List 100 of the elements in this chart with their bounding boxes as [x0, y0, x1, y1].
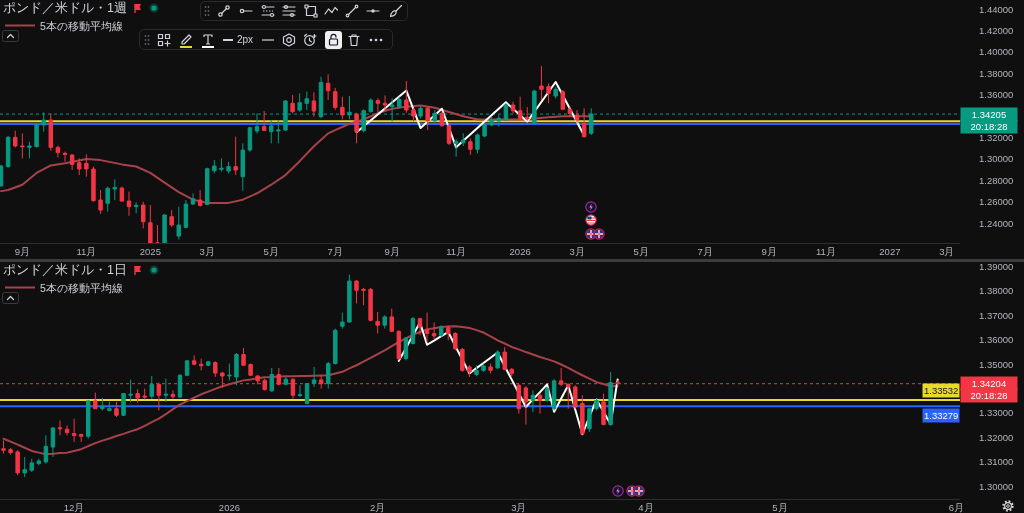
text: 20:18:28 [970, 390, 1008, 401]
candlestick [503, 102, 509, 122]
x-tick-label: 9月 [384, 246, 400, 258]
candlestick [560, 89, 566, 111]
candlestick [105, 186, 110, 213]
y-tick-label: 1.28000 [979, 174, 1014, 186]
candlestick [1, 439, 6, 455]
candlestick [525, 106, 530, 122]
candlestick [468, 137, 473, 156]
candlestick [382, 314, 387, 330]
y-tick-label: 1.40000 [979, 46, 1014, 58]
candlestick [417, 317, 423, 336]
candlestick [86, 399, 91, 440]
y-tick-label: 1.31000 [979, 456, 1014, 468]
x-tick-label: 2026 [509, 246, 531, 258]
candlestick [453, 138, 459, 158]
candlestick [269, 119, 274, 144]
candlestick [276, 119, 281, 144]
candlestick [411, 107, 416, 123]
annotation: 2px [237, 34, 254, 46]
candlestick [333, 87, 338, 111]
candlestick [389, 308, 394, 333]
y-tick-label: 1.30000 [979, 153, 1014, 165]
candlestick [50, 426, 56, 458]
candlestick [0, 164, 4, 187]
candlestick [297, 92, 302, 113]
candlestick [169, 209, 174, 228]
candlestick [176, 206, 182, 240]
candlestick [213, 360, 218, 378]
candlestick [311, 91, 317, 118]
candlestick [431, 322, 437, 340]
x-tick-label: 12月 [63, 502, 85, 513]
candlestick [467, 364, 472, 378]
candlestick [148, 204, 153, 243]
candlestick [439, 111, 445, 128]
ref-line-label: 1.34204 [971, 378, 1007, 389]
candlestick [523, 385, 529, 426]
candlestick [71, 418, 77, 443]
candlestick [100, 397, 105, 411]
candlestick [396, 329, 402, 361]
candlestick [15, 449, 20, 476]
y-tick-label: 1.38000 [979, 285, 1014, 297]
x-tick-label: 4月 [638, 502, 654, 513]
candlestick [114, 401, 119, 418]
x-tick-label: 7月 [697, 246, 713, 258]
candlestick [142, 388, 147, 400]
candlestick [170, 389, 176, 400]
candlestick [227, 363, 232, 381]
candlestick [325, 73, 331, 101]
candlestick [119, 186, 125, 203]
candlestick [55, 145, 61, 158]
candlestick [155, 224, 160, 243]
y-tick-label: 1.24000 [979, 217, 1014, 229]
ref-line-label: 1.33532 [924, 385, 959, 396]
candlestick [162, 213, 167, 243]
candlestick [43, 434, 49, 465]
candlestick [544, 386, 550, 403]
candlestick [64, 424, 70, 436]
candlestick [183, 199, 189, 229]
candlestick [226, 161, 231, 174]
candlestick [446, 324, 451, 341]
x-tick-label: 3月 [569, 246, 585, 258]
y-tick-label: 1.33000 [979, 407, 1014, 419]
candlestick [397, 96, 402, 109]
candlestick [84, 153, 89, 178]
candlestick [594, 398, 599, 411]
candlestick [27, 141, 32, 159]
candlestick [8, 447, 13, 456]
candlestick [112, 178, 118, 201]
candlestick [474, 364, 479, 377]
candlestick [587, 407, 592, 433]
y-tick-label: 1.26000 [979, 196, 1014, 208]
candlestick [551, 378, 557, 411]
x-tick-label: 3月 [939, 246, 955, 258]
candlestick [489, 116, 494, 127]
x-tick-label: 5月 [772, 502, 788, 513]
y-tick-label: 1.37000 [979, 309, 1014, 321]
candlestick [29, 458, 34, 473]
candlestick [574, 109, 580, 124]
candlestick [233, 136, 238, 176]
candlestick [403, 336, 409, 361]
x-tick-label: 2026 [218, 502, 240, 513]
candlestick [404, 80, 409, 114]
candlestick [326, 361, 331, 390]
candlestick [446, 122, 452, 146]
candlestick [290, 94, 295, 114]
candlestick [375, 311, 380, 335]
candlestick [567, 106, 573, 118]
candlestick [375, 97, 381, 113]
x-tick-label: 2月 [370, 502, 386, 513]
candlestick [502, 346, 507, 371]
legend-label: 5本の移動平均線 [40, 281, 123, 294]
y-tick-label: 1.38000 [979, 67, 1014, 79]
candlestick [453, 331, 458, 351]
x-tick-label: 11月 [446, 246, 467, 258]
candlestick [48, 112, 54, 152]
candlestick [537, 393, 543, 415]
candlestick [580, 394, 585, 436]
candlestick [261, 110, 267, 132]
candlestick [198, 358, 204, 371]
